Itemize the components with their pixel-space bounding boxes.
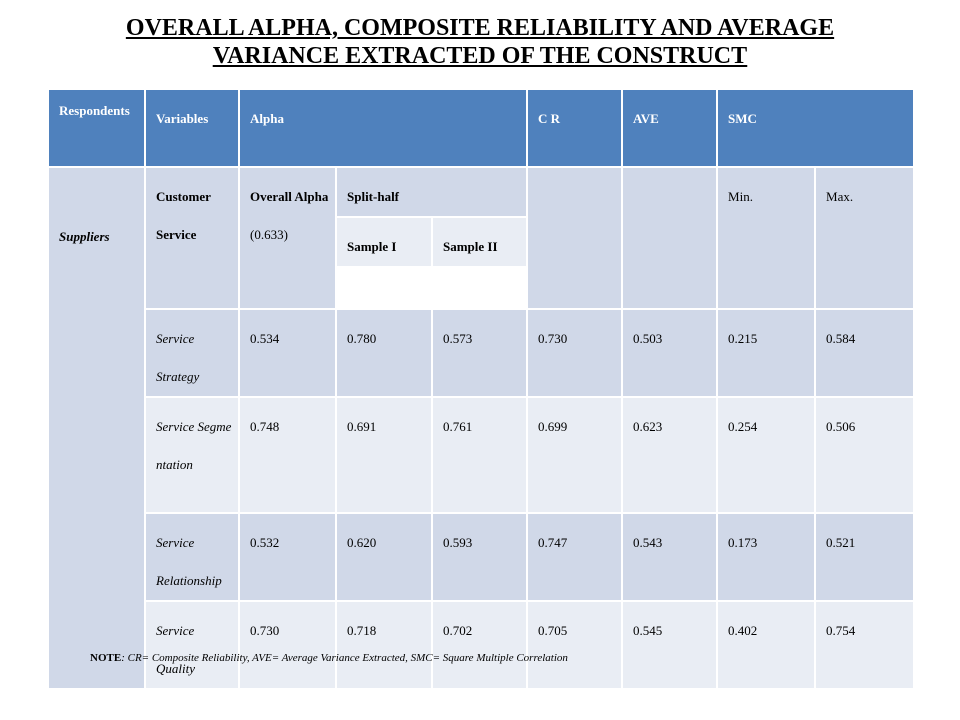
- header-respondents: Respondents: [47, 88, 146, 168]
- row-smc-min: 0.254: [716, 396, 817, 514]
- row-sample-2: 0.573: [430, 308, 529, 398]
- row-variable: Service Segmentation: [144, 396, 240, 514]
- row-cr: 0.705: [526, 600, 624, 690]
- ave-blank: [621, 166, 719, 310]
- overall-alpha-label: Overall Alpha: [250, 189, 329, 204]
- table-row: Service Quality 0.730 0.718 0.702 0.705 …: [48, 600, 916, 690]
- overall-alpha-cell: Overall Alpha (0.633): [238, 166, 337, 310]
- page-title: OVERALL ALPHA, COMPOSITE RELIABILITY AND…: [0, 14, 960, 70]
- row-smc-min: 0.215: [716, 308, 817, 398]
- row-cr: 0.747: [526, 512, 624, 602]
- title-line-2: VARIANCE EXTRACTED OF THE CONSTRUCT: [212, 43, 748, 69]
- row-sample-2: 0.761: [430, 396, 529, 514]
- overall-alpha-value: (0.633): [250, 227, 288, 242]
- row-smc-max: 0.506: [814, 396, 916, 514]
- table-row: Service Relationship 0.532 0.620 0.593 0…: [48, 512, 916, 602]
- row-smc-max: 0.754: [814, 600, 916, 690]
- row-sample-1: 0.691: [335, 396, 433, 514]
- sample-2-label: Sample II: [430, 216, 529, 268]
- row-smc-min: 0.402: [716, 600, 817, 690]
- row-variable: Service Strategy: [144, 308, 240, 398]
- row-smc-max: 0.521: [814, 512, 916, 602]
- row-sample-1: 0.718: [335, 600, 433, 690]
- row-alpha: 0.534: [238, 308, 337, 398]
- header-cr: C R: [526, 88, 624, 168]
- note-label: NOTE: [90, 652, 122, 664]
- respondent-suppliers: Suppliers: [47, 166, 146, 690]
- reliability-table: Respondents Variables Alpha C R AVE SMC …: [47, 88, 916, 690]
- row-variable: Service Relationship: [144, 512, 240, 602]
- row-sample-1: 0.780: [335, 308, 433, 398]
- header-alpha: Alpha: [237, 88, 529, 168]
- row-cr: 0.730: [526, 308, 624, 398]
- split-half-spacer: [334, 266, 529, 310]
- smc-max-label: Max.: [814, 166, 916, 310]
- header-ave: AVE: [621, 88, 719, 168]
- note-text: : CR= Composite Reliability, AVE= Averag…: [121, 652, 568, 664]
- row-alpha: 0.532: [238, 512, 337, 602]
- row-alpha: 0.730: [238, 600, 337, 690]
- sample-1-label: Sample I: [335, 216, 433, 268]
- row-alpha: 0.748: [238, 396, 337, 514]
- row-cr: 0.699: [526, 396, 624, 514]
- smc-min-label: Min.: [716, 166, 817, 310]
- row-sample-2: 0.593: [430, 512, 529, 602]
- header-variables: Variables: [144, 88, 240, 168]
- row-ave: 0.503: [621, 308, 719, 398]
- variable-customer-service: Customer Service: [144, 166, 240, 310]
- row-sample-1: 0.620: [335, 512, 433, 602]
- row-smc-min: 0.173: [716, 512, 817, 602]
- row-sample-2: 0.702: [430, 600, 529, 690]
- header-smc: SMC: [716, 88, 916, 168]
- table-note: NOTE: CR= Composite Reliability, AVE= Av…: [90, 652, 568, 664]
- row-variable: Service Quality: [144, 600, 240, 690]
- row-ave: 0.543: [621, 512, 719, 602]
- row-ave: 0.545: [621, 600, 719, 690]
- table-row: Service Strategy 0.534 0.780 0.573 0.730…: [48, 308, 916, 398]
- title-line-1: OVERALL ALPHA, COMPOSITE RELIABILITY AND…: [125, 15, 835, 41]
- row-ave: 0.623: [621, 396, 719, 514]
- row-smc-max: 0.584: [814, 308, 916, 398]
- cr-blank: [526, 166, 624, 310]
- split-half-label: Split-half: [334, 166, 529, 218]
- table-row: Service Segmentation 0.748 0.691 0.761 0…: [48, 396, 916, 514]
